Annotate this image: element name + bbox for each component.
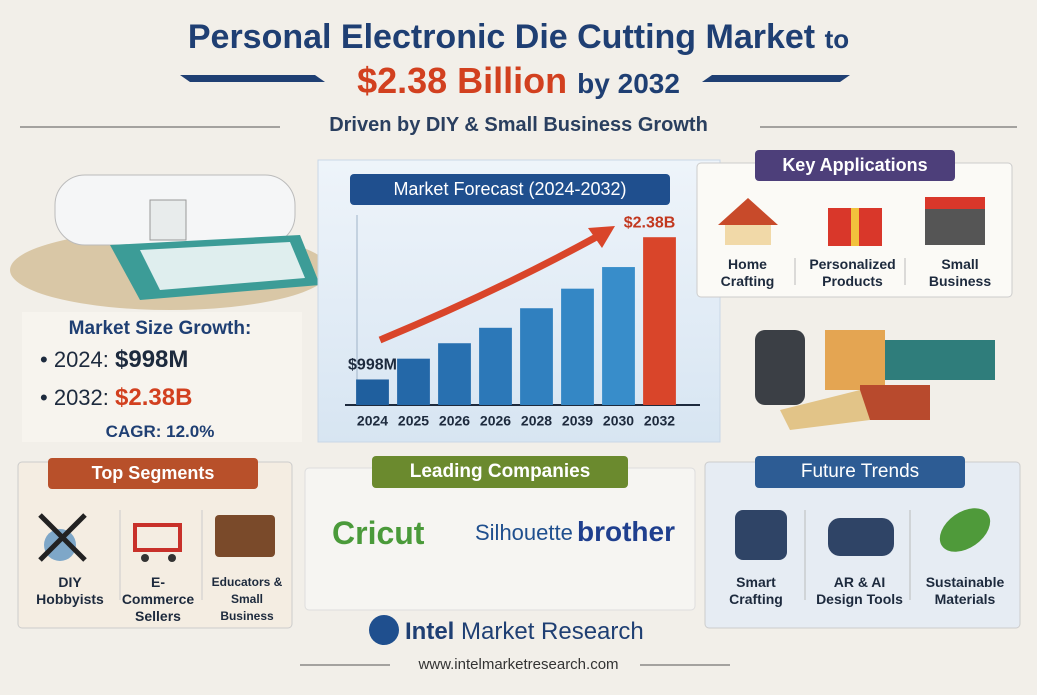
value: $998M (115, 346, 189, 373)
market-size-title: Market Size Growth: (68, 318, 252, 339)
supplies-illustration (755, 330, 995, 430)
trend: AR & AI Design Tools (816, 574, 903, 607)
bar (602, 267, 635, 405)
title-main: Personal Electronic Die Cutting Market (187, 18, 816, 56)
year: 2024: (53, 347, 109, 372)
title: Personal Electronic Die Cutting Market t… (0, 18, 1037, 57)
trend: Smart Crafting (729, 574, 783, 607)
company-logo: brother (577, 516, 675, 547)
bar (356, 379, 389, 405)
trend-icons (735, 508, 991, 600)
x-tick-label: 2024 (357, 413, 388, 429)
brand: Intel Market Research (405, 618, 644, 646)
trends-title: Future Trends (755, 456, 965, 488)
year: 2032: (53, 385, 109, 410)
trend-arrow (378, 231, 602, 344)
segments-title: Top Segments (48, 458, 258, 489)
company-logo: Cricut (332, 515, 425, 551)
x-tick-label: 2028 (521, 413, 552, 429)
accent (180, 75, 325, 82)
bar (561, 288, 594, 405)
bar-chart: 2024 $998M 2025 2026 2026 2028 2039 2030 2032 $2.… (348, 214, 676, 429)
market-size-item: • 2024: $998M (40, 346, 189, 373)
x-tick-label: 2030 (603, 413, 634, 429)
segment: E-Commerce Sellers (121, 574, 195, 624)
headline-value: $2.38 Billion (357, 60, 568, 101)
brand-bold: Intel (405, 618, 455, 645)
application: Small Business (928, 256, 992, 289)
url: www.intelmarketresearch.com (418, 656, 619, 673)
bar (643, 237, 676, 405)
brand-rest: Market Research (461, 618, 644, 645)
trend-arrowhead (588, 226, 615, 248)
companies-title: Leading Companies (372, 456, 628, 488)
application: Home Crafting (720, 256, 775, 289)
accent (702, 75, 850, 82)
x-tick-label: 2039 (562, 413, 593, 429)
cagr: CAGR: 12.0% (105, 422, 215, 441)
printer-illustration (10, 174, 330, 310)
application: Personalized Products (809, 256, 896, 289)
market-size-item: • 2032: $2.38B (40, 384, 193, 411)
company-logo: Silhouette (475, 520, 573, 545)
trend: Sustainable Materials (925, 574, 1005, 607)
x-tick-label: 2025 (398, 413, 429, 429)
x-tick-label: 2032 (644, 413, 675, 429)
segment-icons (38, 510, 275, 600)
applications-icons (718, 197, 985, 285)
headline-suffix: by 2032 (577, 68, 680, 99)
bar (520, 308, 553, 405)
value: $2.38B (115, 384, 193, 411)
segment: Educators & Small Business (211, 575, 283, 623)
logo-mark (369, 615, 399, 645)
subtitle: Driven by DIY & Small Business Growth (329, 114, 708, 136)
bar (397, 358, 430, 405)
x-tick-label: 2026 (439, 413, 470, 429)
bar (479, 327, 512, 405)
x-tick-label: 2026 (480, 413, 511, 429)
title-suffix: to (824, 24, 850, 54)
applications-title: Key Applications (755, 150, 955, 181)
market-size-box (22, 312, 302, 442)
value-label: $998M (348, 357, 397, 374)
chart-title: Market Forecast (2024-2032) (350, 174, 670, 205)
bar (438, 343, 471, 405)
segment: DIY Hobbyists (36, 574, 104, 607)
value-label: $2.38B (624, 214, 676, 231)
headline: $2.38 Billion by 2032 (0, 60, 1037, 102)
